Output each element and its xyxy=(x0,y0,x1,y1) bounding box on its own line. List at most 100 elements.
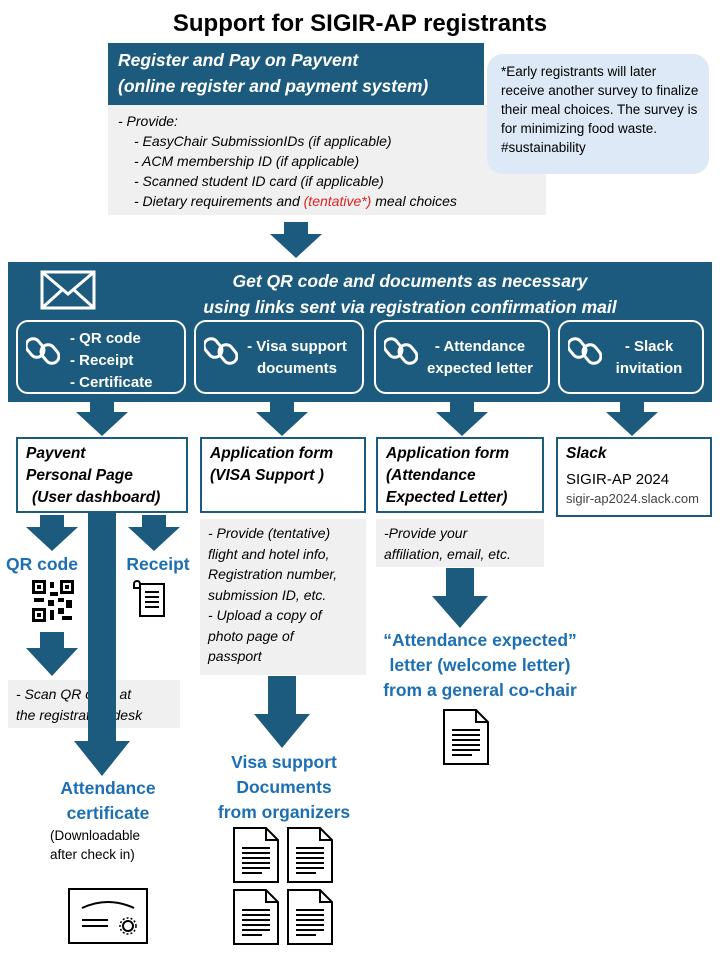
provide-item-dietary: - Dietary requirements and (tentative*) … xyxy=(118,191,536,211)
certificate-note-line: after check in) xyxy=(50,847,135,862)
note-line: - Upload a copy of xyxy=(208,607,322,623)
dietary-prefix: - Dietary requirements and xyxy=(134,193,304,209)
link-text: - QR code - Receipt - Certificate xyxy=(62,328,180,394)
attendance-application-form-box[interactable]: Application form (Attendance Expected Le… xyxy=(376,437,544,513)
attendance-note: -Provide your affiliation, email, etc. xyxy=(376,519,544,567)
slack-url[interactable]: sigir-ap2024.slack.com xyxy=(566,491,699,506)
link-line: - Attendance xyxy=(434,338,526,355)
stage-line: Expected Letter) xyxy=(386,489,508,506)
letter-line: “Attendance expected” xyxy=(383,630,577,650)
register-heading-box: Register and Pay on Payvent (online regi… xyxy=(108,43,484,105)
provide-item: - EasyChair SubmissionIDs (if applicable… xyxy=(134,133,392,149)
link-icon xyxy=(26,337,60,365)
note-line: photo page of xyxy=(208,627,294,644)
note-line: -Provide your xyxy=(384,525,468,541)
down-arrow-icon xyxy=(128,515,180,551)
certificate-icon xyxy=(68,888,148,944)
stage-line: (User dashboard) xyxy=(32,489,161,506)
note-line: - Provide (tentative) xyxy=(208,525,331,541)
link-text: - Attendance expected letter xyxy=(416,336,544,380)
visa-application-form-box[interactable]: Application form (VISA Support ) xyxy=(200,437,366,513)
down-arrow-icon xyxy=(26,515,78,551)
dietary-highlight: (tentative*) xyxy=(303,193,372,209)
register-heading-line1: Register and Pay on Payvent xyxy=(118,50,359,70)
link-line: - Certificate xyxy=(70,374,153,391)
long-down-arrow-icon xyxy=(74,513,130,776)
visa-note: - Provide (tentative) flight and hotel i… xyxy=(200,519,366,675)
link-icon xyxy=(568,337,602,365)
visa-documents-label: Visa support Documents from organizers xyxy=(196,750,372,825)
down-arrow-icon xyxy=(606,400,658,436)
payvent-personal-page-box[interactable]: Payvent Personal Page (User dashboard) xyxy=(16,437,188,513)
certificate-line: Attendance xyxy=(60,778,156,798)
qr-code-icon xyxy=(32,580,74,622)
link-line: documents xyxy=(256,360,337,377)
letter-line: letter (welcome letter) xyxy=(389,655,571,675)
link-text: - Visa support documents xyxy=(236,336,358,380)
link-line: - QR code xyxy=(70,330,141,347)
down-arrow-icon xyxy=(76,400,128,436)
document-icon xyxy=(233,827,279,883)
provide-item: - ACM membership ID (if applicable) xyxy=(134,153,360,169)
link-text: - Slack invitation xyxy=(600,336,698,380)
register-heading-line2: (online register and payment system) xyxy=(118,76,429,96)
note-line: passport xyxy=(208,648,262,664)
visa-docs-line: from organizers xyxy=(217,802,351,822)
note-line: submission ID, etc. xyxy=(208,586,327,603)
note-line: Registration number, xyxy=(208,566,338,582)
confirmation-line2: using links sent via registration confir… xyxy=(203,297,617,317)
down-arrow-icon xyxy=(436,400,488,436)
slack-title: Slack xyxy=(566,445,607,462)
stage-line: Personal Page xyxy=(26,467,133,484)
page-title: Support for SIGIR-AP registrants xyxy=(172,10,548,37)
link-slack-invitation[interactable]: - Slack invitation xyxy=(558,320,704,394)
confirmation-line1: Get QR code and documents as necessary xyxy=(232,271,588,291)
receipt-icon xyxy=(133,580,165,617)
stage-line: (VISA Support ) xyxy=(210,467,324,484)
receipt-label: Receipt xyxy=(126,554,190,574)
slack-box[interactable]: Slack SIGIR-AP 2024 sigir-ap2024.slack.c… xyxy=(556,437,712,517)
stage-line: Application form xyxy=(210,445,334,462)
document-icon xyxy=(233,889,279,945)
register-provide-list: - Provide: - EasyChair SubmissionIDs (if… xyxy=(108,105,546,215)
envelope-icon xyxy=(40,270,96,310)
down-arrow-icon xyxy=(254,676,310,748)
visa-docs-line: Visa support xyxy=(231,752,337,772)
link-line: - Visa support xyxy=(247,338,347,355)
confirmation-title: Get QR code and documents as necessary u… xyxy=(100,268,720,320)
link-attendance-letter[interactable]: - Attendance expected letter xyxy=(374,320,550,394)
letter-line: from a general co-chair xyxy=(383,680,577,700)
certificate-line: certificate xyxy=(66,803,150,823)
document-icon xyxy=(287,889,333,945)
stage-line: (Attendance xyxy=(386,467,476,484)
note-line: flight and hotel info, xyxy=(208,545,330,562)
down-arrow-icon xyxy=(26,632,78,676)
down-arrow-icon xyxy=(256,400,308,436)
link-icon xyxy=(204,337,238,365)
certificate-note-line: (Downloadable xyxy=(50,828,141,843)
attendance-certificate-label: Attendance certificate xyxy=(38,776,178,826)
stage-line: Application form xyxy=(386,445,510,462)
letter-document-icon xyxy=(443,709,489,765)
stage-line: Payvent xyxy=(26,445,86,462)
meal-survey-bubble: *Early registrants will later receive an… xyxy=(487,54,709,174)
slack-workspace: SIGIR-AP 2024 xyxy=(566,471,670,488)
link-line: invitation xyxy=(615,360,683,377)
link-icon xyxy=(384,337,418,365)
down-arrow-icon xyxy=(270,222,322,258)
dietary-suffix: meal choices xyxy=(371,193,457,209)
link-visa-support[interactable]: - Visa support documents xyxy=(194,320,364,394)
visa-docs-line: Documents xyxy=(236,777,332,797)
provide-label: - Provide: xyxy=(118,113,178,129)
link-line: expected letter xyxy=(427,360,533,377)
down-arrow-icon xyxy=(432,568,488,628)
qr-code-label: QR code xyxy=(6,554,78,574)
note-line: affiliation, email, etc. xyxy=(384,545,511,562)
link-line: - Receipt xyxy=(70,352,134,369)
certificate-note: (Downloadable after check in) xyxy=(50,826,180,864)
document-icon xyxy=(287,827,333,883)
attendance-letter-label: “Attendance expected” letter (welcome le… xyxy=(360,628,600,703)
link-qr-receipt-certificate[interactable]: - QR code - Receipt - Certificate xyxy=(16,320,186,394)
provide-item: - Scanned student ID card (if applicable… xyxy=(134,173,384,189)
link-line: - Slack xyxy=(624,338,674,355)
